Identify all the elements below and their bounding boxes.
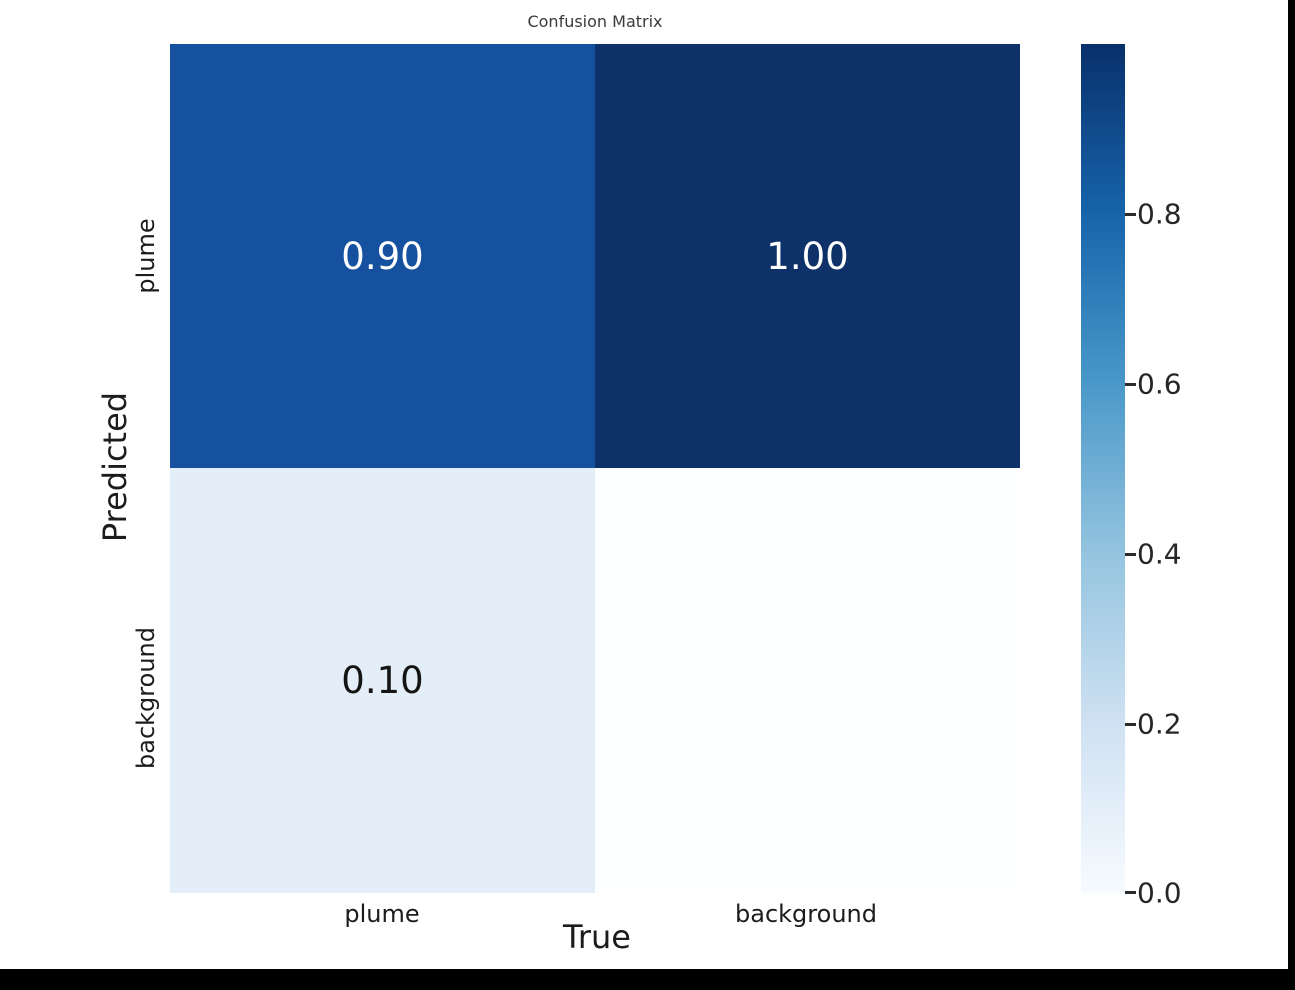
heatmap-cell-background-background	[595, 468, 1020, 893]
colorbar-tick	[1125, 891, 1136, 894]
colorbar-tick	[1125, 723, 1136, 726]
heatmap-cell-plume-background: 1.00	[595, 44, 1020, 468]
heatmap-cell-plume-plume: 0.90	[170, 44, 595, 468]
colorbar-tick-label: 0.2	[1137, 707, 1182, 741]
chart-title: Confusion Matrix	[527, 12, 663, 31]
cell-value: 1.00	[766, 234, 849, 278]
x-axis-label: True	[563, 918, 631, 956]
y-tick-label-plume: plume	[132, 218, 160, 294]
cell-value: 0.90	[341, 234, 424, 278]
colorbar-gradient	[1081, 44, 1125, 893]
x-tick-label-plume: plume	[344, 900, 420, 928]
bottom-border-bar	[0, 969, 1295, 990]
y-tick-label-background: background	[132, 627, 160, 769]
colorbar-tick-label: 0.0	[1137, 876, 1182, 910]
colorbar-tick	[1125, 383, 1136, 386]
colorbar-tick	[1125, 213, 1136, 216]
heatmap-cell-background-plume: 0.10	[170, 468, 595, 893]
cell-value: 0.10	[341, 659, 424, 702]
colorbar-tick-label: 0.8	[1137, 197, 1182, 231]
right-border-bar	[1288, 0, 1295, 990]
colorbar-tick-label: 0.6	[1137, 367, 1182, 401]
x-tick-label-background: background	[735, 900, 877, 928]
y-axis-label: Predicted	[96, 391, 134, 543]
colorbar-tick	[1125, 553, 1136, 556]
colorbar-tick-label: 0.4	[1137, 537, 1182, 571]
